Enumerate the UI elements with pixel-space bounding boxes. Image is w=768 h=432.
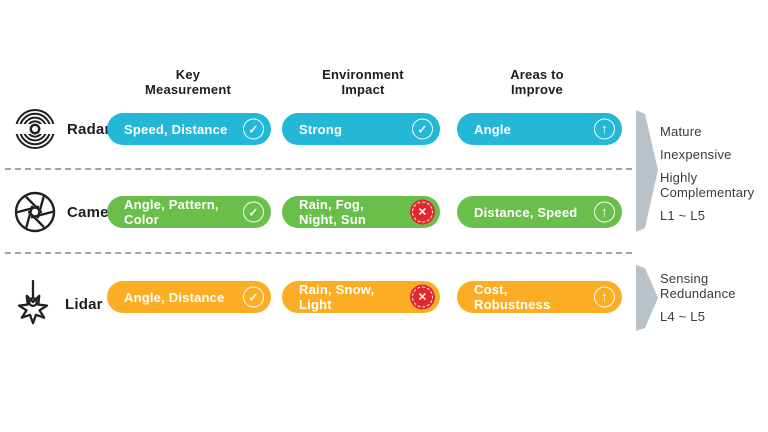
up-arrow-icon: ↑	[594, 201, 615, 223]
cross-icon: ✕	[412, 286, 433, 308]
callout-item: Highly Complementary	[660, 170, 755, 200]
lidar-row-header: Lidar	[10, 276, 103, 332]
pill-text: Angle	[474, 121, 512, 137]
header-line: Improve	[511, 82, 563, 97]
lidar-environment-impact-pill: Rain, Snow, Light ✕	[282, 281, 440, 313]
header-line: Areas to	[510, 67, 564, 82]
column-header-areas-to-improve: Areas to Improve	[457, 67, 617, 97]
lidar-icon	[10, 278, 56, 330]
check-icon: ✓	[243, 201, 264, 223]
camera-areas-to-improve-pill: Distance, Speed ↑	[457, 196, 622, 228]
dashed-separator	[5, 252, 632, 254]
camera-key-measurement-pill: Angle, Pattern, Color ✓	[107, 196, 271, 228]
pill-text: Angle, Distance	[124, 289, 225, 305]
autonomy-level-range: L4 ~ L5	[660, 309, 706, 324]
header-line: Impact	[341, 82, 385, 97]
camera-aperture-icon	[12, 190, 58, 234]
pill-text: Speed, Distance	[124, 121, 228, 137]
radar-icon	[12, 107, 58, 151]
pill-text: Rain, Snow, Light	[299, 282, 375, 312]
lidar-bracket-arrow-icon	[634, 263, 660, 333]
lidar-callout: Sensing Redundance L4 ~ L5	[660, 271, 764, 324]
callout-item: Inexpensive	[660, 147, 732, 162]
radar-environment-impact-pill: Strong ✓	[282, 113, 440, 145]
header-line: Measurement	[144, 82, 231, 97]
lidar-key-measurement-pill: Angle, Distance ✓	[107, 281, 271, 313]
lidar-areas-to-improve-pill: Cost, Robustness ↑	[457, 281, 622, 313]
callout-item: Sensing Redundance	[660, 271, 736, 301]
pill-text: Strong	[299, 121, 343, 137]
cross-icon: ✕	[412, 201, 433, 223]
radar-camera-bracket-arrow-icon	[634, 108, 660, 234]
check-icon: ✓	[243, 286, 264, 308]
up-arrow-icon: ↑	[594, 118, 615, 140]
radar-row-header: Radar	[12, 106, 111, 152]
up-arrow-icon: ↑	[594, 286, 615, 308]
radar-label: Radar	[67, 120, 111, 138]
pill-text: Distance, Speed	[474, 204, 578, 220]
header-line: Key	[175, 67, 201, 82]
callout-item: Mature	[660, 124, 702, 139]
pill-text: Cost, Robustness	[474, 282, 551, 312]
pill-text: Rain, Fog, Night, Sun	[299, 197, 366, 227]
column-header-environment-impact: Environment Impact	[283, 67, 443, 97]
dashed-separator	[5, 168, 632, 170]
check-icon: ✓	[412, 118, 433, 140]
radar-camera-callout: Mature Inexpensive Highly Complementary …	[660, 124, 764, 223]
check-icon: ✓	[243, 118, 264, 140]
lidar-label: Lidar	[65, 295, 103, 313]
pill-text: Angle, Pattern, Color	[124, 197, 219, 227]
autonomy-level-range: L1 ~ L5	[660, 208, 706, 223]
radar-key-measurement-pill: Speed, Distance ✓	[107, 113, 271, 145]
column-header-key-measurement: Key Measurement	[108, 67, 268, 97]
radar-areas-to-improve-pill: Angle ↑	[457, 113, 622, 145]
camera-environment-impact-pill: Rain, Fog, Night, Sun ✕	[282, 196, 440, 228]
header-line: Environment	[322, 67, 404, 82]
